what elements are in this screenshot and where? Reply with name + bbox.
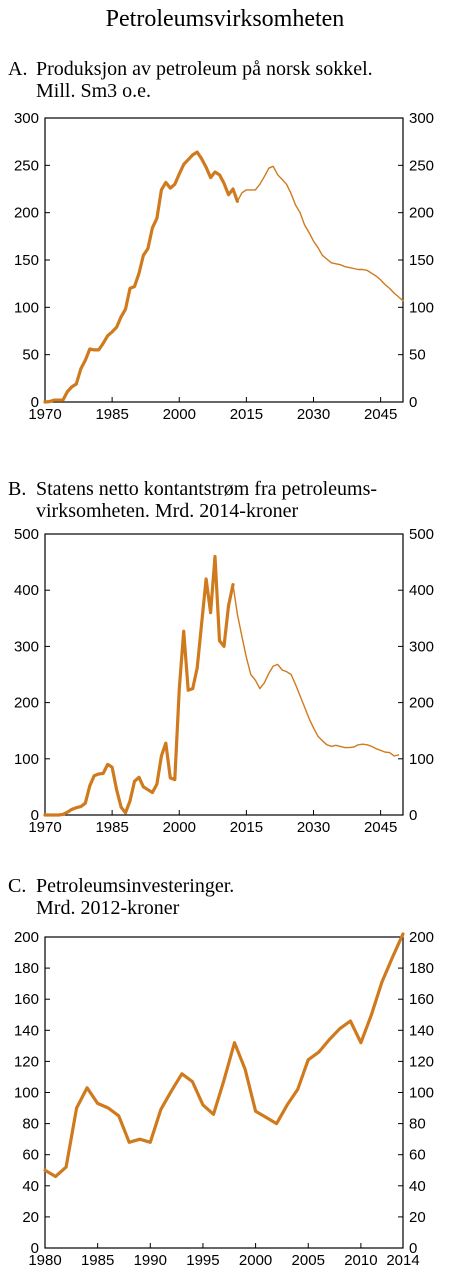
x-tick-label: 1980 — [28, 1252, 61, 1269]
y-tick-label-right: 150 — [409, 252, 434, 269]
panel-b-letter: B. — [8, 478, 27, 500]
y-tick-label-right: 200 — [409, 205, 434, 222]
panel-b-title: B. Statens netto kontantstrøm fra petrole… — [8, 478, 377, 522]
y-tick-label-left: 100 — [14, 1085, 39, 1102]
series-line-historical — [43, 150, 239, 404]
y-tick-label-right: 300 — [409, 638, 434, 655]
panel-c-title-line1: Petroleumsinvesteringer. — [36, 875, 235, 897]
series-line-historical — [43, 932, 405, 1179]
series-line-historical — [43, 554, 235, 817]
y-tick-label-left: 100 — [14, 751, 39, 768]
y-tick-label-right: 160 — [409, 991, 434, 1008]
y-tick-label-right: 300 — [409, 110, 434, 127]
y-tick-label-left: 250 — [14, 157, 39, 174]
y-tick-label-right: 0 — [409, 807, 417, 824]
y-tick-label-left: 80 — [22, 1116, 39, 1133]
panel-b-title-line1: Statens netto kontantstrøm fra petroleum… — [36, 478, 378, 500]
plot-frame — [44, 533, 404, 816]
series-line-projection — [236, 165, 404, 302]
series-line-projection — [232, 583, 400, 757]
y-tick-label-left: 200 — [14, 695, 39, 712]
x-tick-label: 2030 — [297, 819, 330, 836]
x-tick-label: 2030 — [297, 406, 330, 423]
x-tick-label: 2015 — [230, 819, 263, 836]
x-tick-label: 2000 — [239, 1252, 272, 1269]
x-tick-label: 2005 — [292, 1252, 325, 1269]
plot-frame — [44, 117, 404, 403]
panel-a-title-line2: Mill. Sm3 o.e. — [36, 80, 152, 102]
y-tick-label-right: 100 — [409, 1085, 434, 1102]
x-tick-label: 2000 — [163, 819, 196, 836]
y-tick-label-left: 60 — [22, 1147, 39, 1164]
y-tick-label-right: 100 — [409, 299, 434, 316]
y-tick-label-right: 0 — [409, 394, 417, 411]
y-tick-label-left: 0 — [31, 1240, 39, 1257]
y-tick-label-right: 120 — [409, 1053, 434, 1070]
x-tick-label: 2010 — [344, 1252, 377, 1269]
x-tick-label: 1985 — [95, 406, 128, 423]
x-tick-label: 2045 — [364, 406, 397, 423]
chart-production: 0 0 50 50 100 100 150 150 200 200 250 250 300 300 1970… — [14, 110, 434, 423]
y-tick-label-right: 50 — [409, 347, 426, 364]
panel-a-letter: A. — [8, 58, 28, 80]
y-tick-label-left: 50 — [22, 347, 39, 364]
panel-b-title-line2: virksomheten. Mrd. 2014-kroner — [36, 500, 299, 522]
chart-cashflow: 0 0 100 100 200 200 300 300 400 400 500 500 1970 1985… — [14, 526, 434, 836]
y-tick-label-left: 160 — [14, 991, 39, 1008]
x-tick-label: 2045 — [364, 819, 397, 836]
y-tick-label-left: 40 — [22, 1178, 39, 1195]
y-tick-label-left: 0 — [31, 394, 39, 411]
y-tick-label-left: 500 — [14, 526, 39, 543]
y-tick-label-left: 300 — [14, 110, 39, 127]
x-tick-label: 1985 — [95, 819, 128, 836]
y-tick-label-right: 250 — [409, 157, 434, 174]
y-tick-label-right: 500 — [409, 526, 434, 543]
panel-c-letter: C. — [8, 875, 27, 897]
y-tick-label-left: 200 — [14, 205, 39, 222]
panel-c-title-line2: Mrd. 2012-kroner — [36, 897, 180, 919]
y-tick-label-right: 140 — [409, 1022, 434, 1039]
y-tick-label-right: 200 — [409, 695, 434, 712]
chart-investment: 0 0 20 20 40 40 60 60 80 80 100 100 120 120 140 140 160 1… — [14, 929, 434, 1269]
page-title: Petroleumsvirksomheten — [105, 6, 345, 32]
y-tick-label-right: 400 — [409, 582, 434, 599]
y-tick-label-left: 0 — [31, 807, 39, 824]
panel-c-title: C. Petroleumsinvesteringer. Mrd. 2012-kro… — [8, 875, 234, 919]
x-tick-label: 2000 — [163, 406, 196, 423]
panel-a-title-line1: Produksjon av petroleum på norsk sokkel. — [36, 58, 373, 80]
y-tick-label-left: 140 — [14, 1022, 39, 1039]
y-tick-label-right: 0 — [409, 1240, 417, 1257]
y-tick-label-right: 180 — [409, 960, 434, 977]
y-tick-label-left: 400 — [14, 582, 39, 599]
x-tick-label: 1990 — [134, 1252, 167, 1269]
x-tick-label: 1970 — [28, 406, 61, 423]
y-tick-label-left: 20 — [22, 1209, 39, 1226]
y-tick-label-left: 120 — [14, 1053, 39, 1070]
x-tick-label: 1995 — [186, 1252, 219, 1269]
y-tick-label-left: 180 — [14, 960, 39, 977]
x-tick-label: 2014 — [386, 1252, 419, 1269]
plot-frame — [44, 936, 404, 1249]
panel-a-title: A. Produksjon av petroleum på norsk sokke… — [8, 58, 373, 102]
x-tick-label: 2015 — [230, 406, 263, 423]
y-tick-label-right: 40 — [409, 1178, 426, 1195]
y-tick-label-left: 100 — [14, 299, 39, 316]
y-tick-label-right: 200 — [409, 929, 434, 946]
y-tick-label-right: 60 — [409, 1147, 426, 1164]
y-tick-label-right: 80 — [409, 1116, 426, 1133]
y-tick-label-left: 300 — [14, 638, 39, 655]
y-tick-label-right: 100 — [409, 751, 434, 768]
y-tick-label-right: 20 — [409, 1209, 426, 1226]
x-tick-label: 1985 — [81, 1252, 114, 1269]
x-tick-label: 1970 — [28, 819, 61, 836]
y-tick-label-left: 200 — [14, 929, 39, 946]
y-tick-label-left: 150 — [14, 252, 39, 269]
